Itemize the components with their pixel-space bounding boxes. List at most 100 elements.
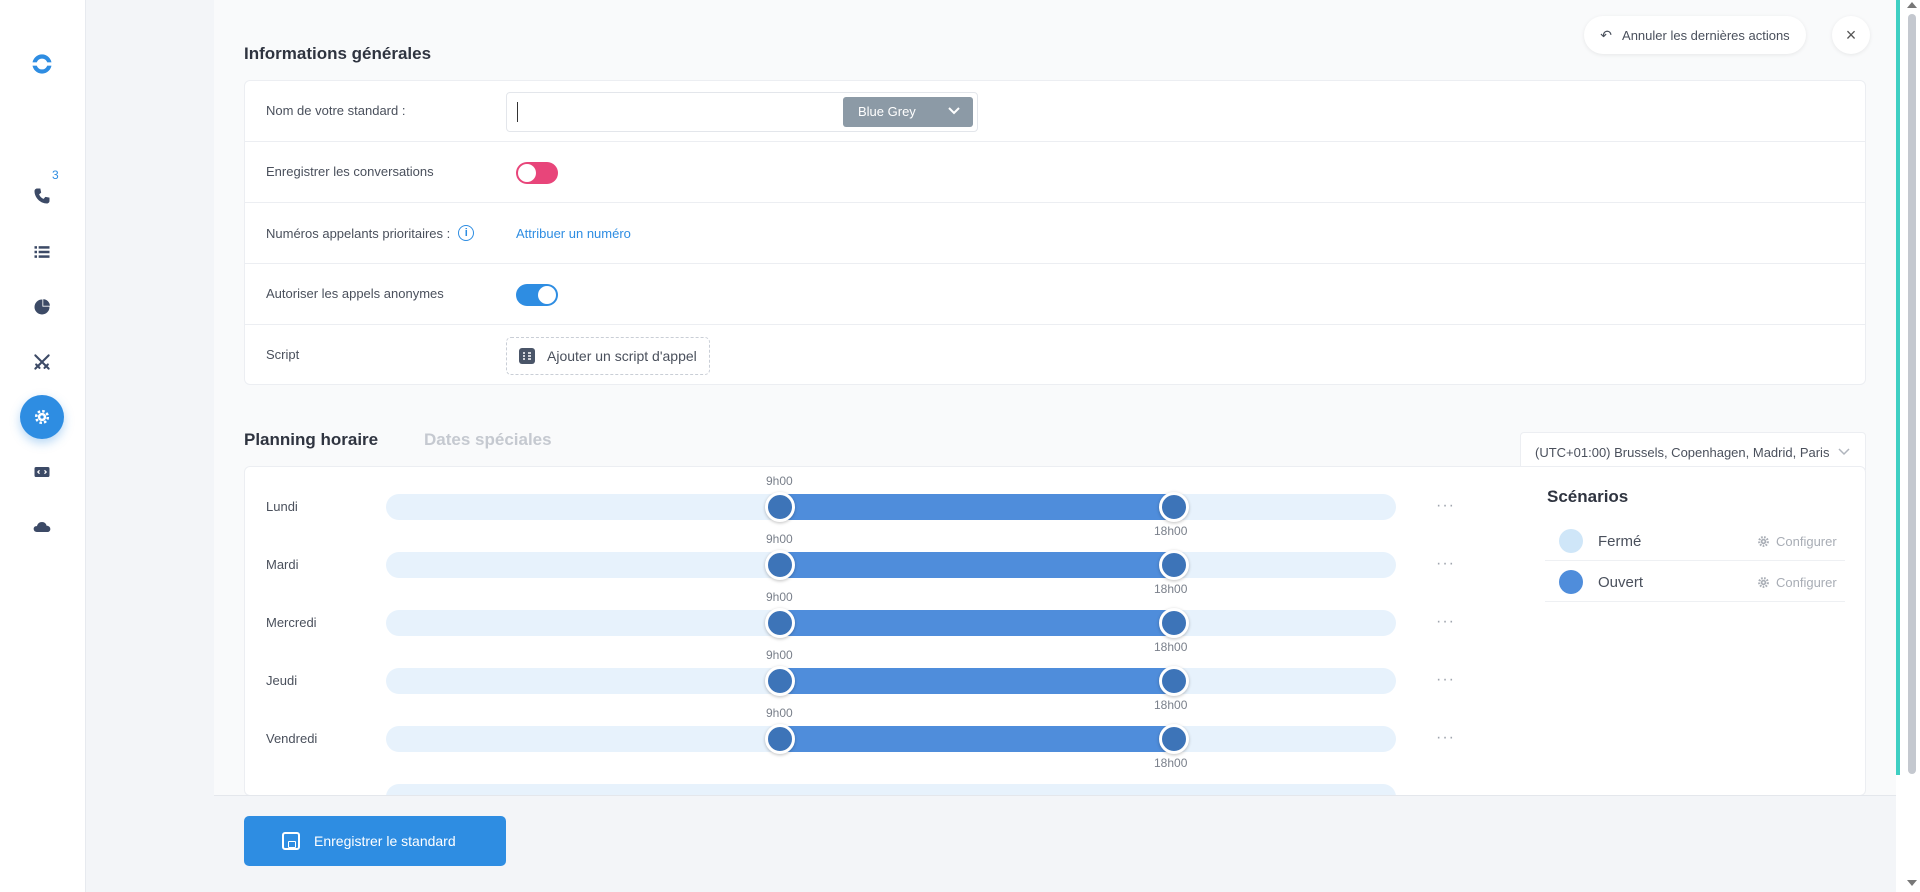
scroll-up-icon[interactable] xyxy=(1907,2,1917,8)
crossed-swords-icon[interactable] xyxy=(20,340,64,384)
info-icon[interactable]: i xyxy=(458,225,475,241)
day-label: Mercredi xyxy=(266,615,317,630)
save-icon xyxy=(282,832,300,850)
end-handle[interactable] xyxy=(1159,724,1189,754)
record-row: Enregistrer les conversations xyxy=(245,142,1865,203)
script-row: Script Ajouter un script d'appel xyxy=(245,325,1865,386)
end-time-label: 18h00 xyxy=(1154,524,1188,538)
save-label: Enregistrer le standard xyxy=(314,833,456,849)
record-label: Enregistrer les conversations xyxy=(266,164,434,179)
anonymous-toggle[interactable] xyxy=(516,283,558,306)
start-handle[interactable] xyxy=(765,550,795,580)
start-time-label: 9h00 xyxy=(766,706,793,720)
end-handle[interactable] xyxy=(1159,608,1189,638)
configure-button[interactable]: Configurer xyxy=(1757,575,1837,590)
day-track[interactable]: 9h00 18h00 xyxy=(386,590,1396,654)
name-label: Nom de votre standard : xyxy=(266,103,406,118)
open-range[interactable] xyxy=(780,610,1174,636)
more-options-icon[interactable]: ··· xyxy=(1436,497,1455,514)
day-row-2: Mercredi 9h00 18h00 ··· xyxy=(245,583,1515,654)
scenarios-title: Scénarios xyxy=(1547,487,1629,506)
code-icon[interactable] xyxy=(20,450,64,494)
scenario-color-dot xyxy=(1559,570,1583,594)
cloud-icon[interactable] xyxy=(20,505,64,549)
day-track[interactable]: 9h00 18h00 xyxy=(386,648,1396,712)
start-handle[interactable] xyxy=(765,608,795,638)
end-handle[interactable] xyxy=(1159,492,1189,522)
gear-icon xyxy=(1758,536,1769,547)
day-row-0: Lundi 9h00 18h00 ··· xyxy=(245,467,1515,538)
start-handle[interactable] xyxy=(765,724,795,754)
scroll-down-icon[interactable] xyxy=(1907,880,1917,886)
day-row-1: Mardi 9h00 18h00 ··· xyxy=(245,525,1515,596)
day-track[interactable]: 9h00 18h00 xyxy=(386,532,1396,596)
day-label: Mardi xyxy=(266,557,299,572)
scenario-row: Ouvert Configurer xyxy=(1545,562,1845,602)
undo-label: Annuler les dernières actions xyxy=(1622,27,1790,43)
timezone-value: (UTC+01:00) Brussels, Copenhagen, Madrid… xyxy=(1535,445,1830,460)
start-time-label: 9h00 xyxy=(766,532,793,546)
color-select-value: Blue Grey xyxy=(858,104,916,119)
end-time-label: 18h00 xyxy=(1154,698,1188,712)
scrollbar[interactable] xyxy=(1896,0,1920,892)
more-options-icon[interactable]: ··· xyxy=(1436,555,1455,572)
open-range[interactable] xyxy=(780,494,1174,520)
start-handle[interactable] xyxy=(765,492,795,522)
record-toggle[interactable] xyxy=(516,161,558,184)
start-time-label: 9h00 xyxy=(766,590,793,604)
scroll-accent xyxy=(1896,0,1900,775)
open-range[interactable] xyxy=(780,552,1174,578)
scroll-thumb[interactable] xyxy=(1908,14,1916,774)
more-options-icon[interactable]: ··· xyxy=(1436,671,1455,688)
scenarios-panel: Scénarios Fermé Configurer Ouvert Configure… xyxy=(1545,487,1845,602)
sidebar: 3 xyxy=(0,0,86,892)
name-row: Nom de votre standard : Blue Grey xyxy=(245,81,1865,142)
more-options-icon[interactable]: ··· xyxy=(1436,729,1455,746)
scenario-row: Fermé Configurer xyxy=(1545,521,1845,561)
undo-button[interactable]: ↶ Annuler les dernières actions xyxy=(1584,16,1806,54)
tab-special-dates[interactable]: Dates spéciales xyxy=(424,430,552,449)
anonymous-row: Autoriser les appels anonymes xyxy=(245,264,1865,325)
open-range[interactable] xyxy=(780,726,1174,752)
script-label: Script xyxy=(266,347,300,362)
more-options-icon[interactable]: ··· xyxy=(1436,613,1455,630)
color-select[interactable]: Blue Grey xyxy=(843,96,973,127)
phone-icon[interactable]: 3 xyxy=(20,168,64,218)
tab-planning[interactable]: Planning horaire xyxy=(244,430,379,449)
add-script-button[interactable]: Ajouter un script d'appel xyxy=(506,336,710,375)
day-track[interactable]: 9h00 18h00 xyxy=(386,474,1396,538)
add-script-label: Ajouter un script d'appel xyxy=(547,347,697,364)
text-caret xyxy=(517,101,518,122)
standard-name-input[interactable]: Blue Grey xyxy=(506,91,978,132)
day-row-4: Vendredi 9h00 18h00 ··· xyxy=(245,699,1515,770)
day-label: Jeudi xyxy=(266,673,298,688)
timezone-select[interactable]: (UTC+01:00) Brussels, Copenhagen, Madrid… xyxy=(1520,432,1866,470)
list-icon[interactable] xyxy=(20,230,64,274)
day-label: Lundi xyxy=(266,499,298,514)
configure-label: Configurer xyxy=(1776,534,1837,549)
priority-label: Numéros appelants prioritaires : xyxy=(266,225,451,241)
logo-icon[interactable] xyxy=(20,42,64,86)
calls-badge: 3 xyxy=(52,168,59,182)
day-row-partial xyxy=(245,757,1515,795)
undo-icon: ↶ xyxy=(1600,26,1613,43)
open-range[interactable] xyxy=(780,668,1174,694)
save-standard-button[interactable]: Enregistrer le standard xyxy=(244,816,506,866)
end-time-label: 18h00 xyxy=(1154,756,1188,770)
day-label: Vendredi xyxy=(266,731,318,746)
close-button[interactable]: × xyxy=(1832,16,1870,54)
chart-pie-icon[interactable] xyxy=(20,285,64,329)
day-track[interactable] xyxy=(386,784,1396,795)
day-track[interactable]: 9h00 18h00 xyxy=(386,706,1396,770)
gear-icon xyxy=(1758,577,1769,588)
end-handle[interactable] xyxy=(1159,666,1189,696)
scenario-name: Ouvert xyxy=(1598,574,1644,591)
end-handle[interactable] xyxy=(1159,550,1189,580)
assign-number-link[interactable]: Attribuer un numéro xyxy=(516,226,631,241)
priority-row: Numéros appelants prioritaires : i Attri… xyxy=(245,203,1865,264)
start-handle[interactable] xyxy=(765,666,795,696)
general-info-title: Informations générales xyxy=(244,44,432,63)
gear-icon[interactable] xyxy=(20,395,64,439)
configure-button[interactable]: Configurer xyxy=(1757,534,1837,549)
start-time-label: 9h00 xyxy=(766,648,793,662)
